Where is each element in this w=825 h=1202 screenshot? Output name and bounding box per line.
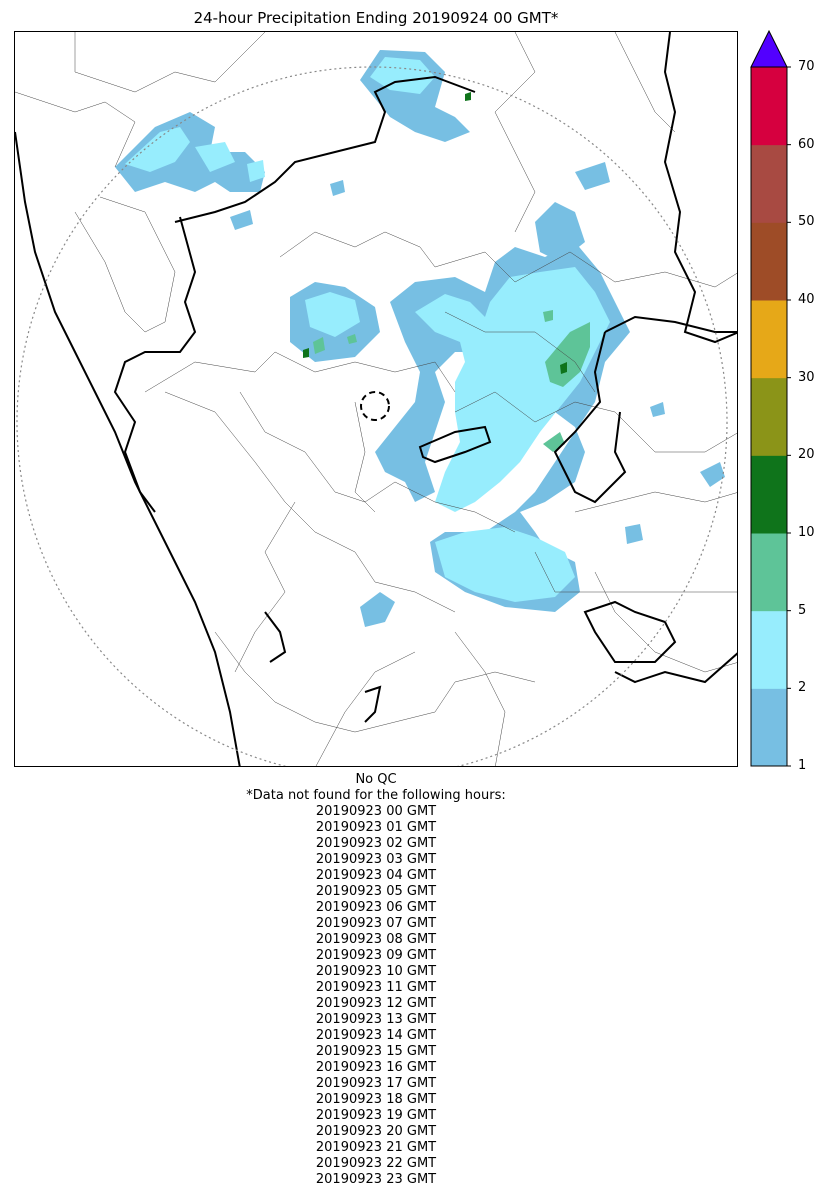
colorbar-segment bbox=[751, 222, 787, 301]
missing-hour-item: 20190923 10 GMT bbox=[315, 964, 437, 979]
notes-block: No QC *Data not found for the following … bbox=[14, 772, 738, 1188]
missing-hour-item: 20190923 06 GMT bbox=[315, 900, 437, 915]
colorbar-tick-label: 30 bbox=[798, 369, 815, 385]
missing-hour-item: 20190923 09 GMT bbox=[315, 948, 437, 963]
map-title: 24-hour Precipitation Ending 20190924 00… bbox=[193, 9, 559, 27]
qc-note: No QC bbox=[355, 772, 397, 787]
colorbar-segment bbox=[751, 377, 787, 456]
colorbar-segment bbox=[751, 67, 787, 146]
colorbar-segment bbox=[751, 144, 787, 223]
map-canvas bbox=[15, 32, 737, 766]
missing-hour-item: 20190923 01 GMT bbox=[315, 820, 437, 835]
missing-hour-item: 20190923 07 GMT bbox=[315, 916, 437, 931]
district-boundaries bbox=[15, 32, 737, 766]
missing-hour-item: 20190923 14 GMT bbox=[315, 1028, 437, 1043]
missing-hour-item: 20190923 19 GMT bbox=[315, 1108, 437, 1123]
precip-1-2-layer bbox=[115, 50, 725, 627]
missing-hour-item: 20190923 21 GMT bbox=[315, 1140, 437, 1155]
colorbar-extend-triangle bbox=[750, 29, 788, 68]
missing-hour-item: 20190923 12 GMT bbox=[315, 996, 437, 1011]
missing-hour-item: 20190923 03 GMT bbox=[315, 852, 437, 867]
colorbar-tick-label: 70 bbox=[798, 59, 815, 74]
missing-hour-item: 20190923 13 GMT bbox=[315, 1012, 437, 1027]
missing-hour-item: 20190923 16 GMT bbox=[315, 1060, 437, 1075]
state-boundaries bbox=[15, 32, 737, 766]
missing-hour-item: 20190923 11 GMT bbox=[315, 980, 437, 995]
missing-hour-item: 20190923 08 GMT bbox=[315, 932, 437, 947]
precipitation-map bbox=[14, 31, 738, 767]
colorbar-tick-label: 2 bbox=[798, 680, 807, 696]
colorbar-outline bbox=[750, 66, 788, 767]
colorbar-svg bbox=[750, 29, 791, 767]
missing-hour-item: 20190923 00 GMT bbox=[315, 804, 437, 819]
missing-hour-item: 20190923 02 GMT bbox=[315, 836, 437, 851]
missing-data-header: *Data not found for the following hours: bbox=[246, 788, 506, 803]
precip-10-20-layer bbox=[303, 92, 567, 374]
radar-location-marker bbox=[360, 391, 390, 421]
colorbar-segment bbox=[751, 688, 787, 767]
precip-5-10-layer bbox=[313, 310, 590, 452]
missing-hour-item: 20190923 05 GMT bbox=[315, 884, 437, 899]
colorbar-segment bbox=[751, 455, 787, 534]
missing-hour-item: 20190923 22 GMT bbox=[315, 1156, 437, 1171]
colorbar-segment bbox=[751, 533, 787, 612]
radar-range-ring bbox=[16, 66, 728, 766]
colorbar-tick-label: 50 bbox=[798, 214, 815, 230]
missing-hour-item: 20190923 18 GMT bbox=[315, 1092, 437, 1107]
missing-hour-item: 20190923 15 GMT bbox=[315, 1044, 437, 1059]
colorbar-tick-label: 5 bbox=[798, 602, 807, 618]
colorbar-tick-label: 40 bbox=[798, 292, 815, 307]
missing-hour-item: 20190923 23 GMT bbox=[315, 1172, 437, 1187]
colorbar-tick-label: 60 bbox=[798, 136, 815, 152]
colorbar-tick-label: 20 bbox=[798, 447, 815, 463]
colorbar-segment bbox=[751, 610, 787, 689]
colorbar-segment bbox=[751, 300, 787, 379]
colorbar-tick-label: 10 bbox=[798, 525, 815, 540]
missing-hours-list: 20190923 00 GMT 20190923 01 GMT 20190923 0… bbox=[14, 804, 738, 1188]
missing-hour-item: 20190923 20 GMT bbox=[315, 1124, 437, 1139]
missing-hour-item: 20190923 04 GMT bbox=[315, 868, 437, 883]
colorbar-tick-label: 1 bbox=[798, 758, 807, 773]
colorbar bbox=[750, 29, 791, 770]
precip-2-5-layer bbox=[125, 57, 610, 602]
missing-hour-item: 20190923 17 GMT bbox=[315, 1076, 437, 1091]
